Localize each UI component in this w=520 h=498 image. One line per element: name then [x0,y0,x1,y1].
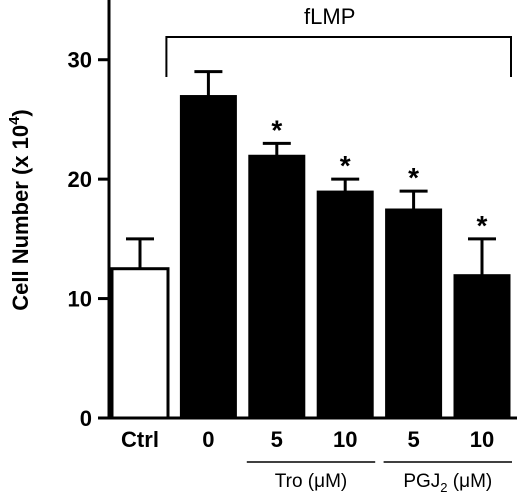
group-label: PGJ2 (μM) [403,471,492,495]
bar [110,267,170,420]
group-label-unit: (μM) [303,471,348,492]
significance-mark: * [408,162,419,193]
group-label-name: PGJ [403,471,440,492]
bar [179,95,237,419]
group-label: Tro (μM) [275,471,348,492]
treatment-bracket [165,36,512,77]
y-tick-label: 20 [68,167,92,192]
bar [385,208,443,419]
y-axis-label-superscript: 4 [6,116,23,125]
x-tick-label: 10 [333,427,357,452]
significance-mark: * [271,114,282,145]
x-tick-label: 10 [470,427,494,452]
x-tick-label: 5 [271,427,283,452]
x-tick-label: Ctrl [121,427,159,452]
y-tick-label: 10 [68,287,92,312]
y-tick-label: 30 [68,48,92,73]
significance-mark: * [340,150,351,181]
bar [248,154,306,419]
group-label-subscript: 2 [440,480,447,495]
bracket-label: fLMP [304,4,355,29]
x-tick-label: 5 [407,427,419,452]
group-label-name: Tro [275,471,303,492]
bar [453,274,511,419]
x-tick-label: 0 [202,427,214,452]
y-tick-label: 0 [80,406,92,431]
group-label-unit: (μM) [448,471,493,492]
significance-mark: * [477,210,488,241]
bar [316,190,374,419]
y-axis-label: Cell Number (x 104) [6,109,33,311]
